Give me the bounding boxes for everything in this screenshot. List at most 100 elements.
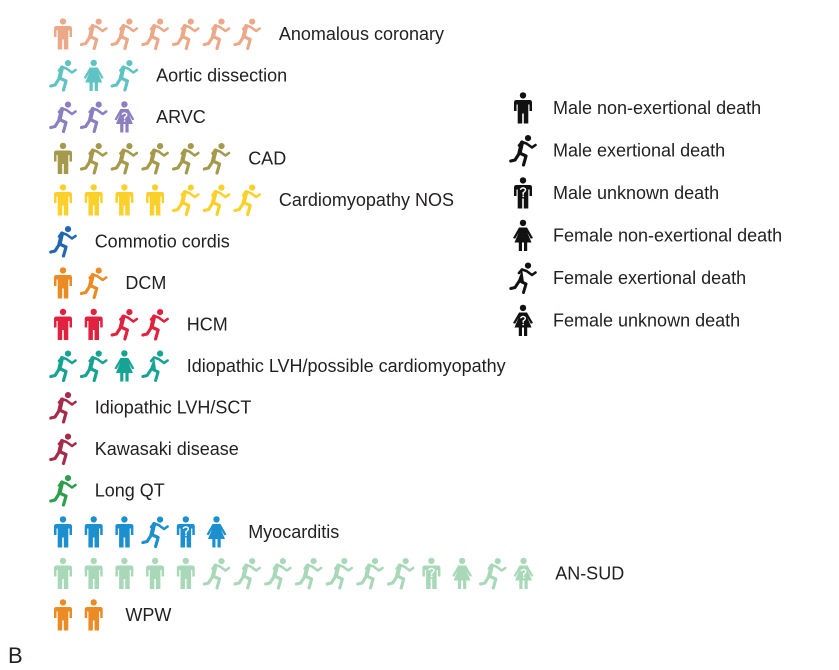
male-exertional-icon [51, 351, 76, 381]
category-row: HCM [54, 309, 228, 340]
category-label: Kawasaki disease [95, 439, 239, 459]
male-exertional-icon [204, 185, 229, 215]
female-non-exertional-icon [114, 350, 135, 382]
male-exertional-icon [266, 558, 291, 588]
category-label: Idiopathic LVH/SCT [95, 398, 252, 418]
male-exertional-icon [51, 392, 76, 422]
male-exertional-icon [51, 102, 76, 132]
male-non-exertional-icon [84, 557, 103, 589]
male-exertional-icon [174, 19, 199, 49]
male-exertional-icon [82, 351, 107, 381]
category-row: AN-SUD [54, 557, 624, 590]
category-label: HCM [187, 315, 228, 335]
category-row: ARVC [51, 101, 206, 133]
male-non-exertional-icon [146, 184, 165, 216]
category-row: Idiopathic LVH/possible cardiomyopathy [51, 350, 506, 382]
male-non-exertional-icon [54, 599, 72, 631]
category-label: Cardiomyopathy NOS [279, 190, 454, 210]
category-label: Anomalous coronary [279, 24, 444, 44]
panel-label: B [8, 643, 23, 668]
male-non-exertional-icon [84, 184, 103, 216]
male-unknown-icon [513, 177, 533, 209]
male-non-exertional-icon [54, 308, 72, 340]
male-exertional-icon [481, 558, 506, 588]
legend-label: Male exertional death [553, 141, 725, 161]
male-unknown-icon [176, 516, 196, 548]
category-row: CAD [54, 143, 286, 174]
legend-item: Female exertional death [509, 262, 746, 294]
category-row: Anomalous coronary [54, 18, 444, 49]
category-row: Myocarditis [54, 516, 339, 548]
male-exertional-icon [235, 558, 260, 588]
male-non-exertional-icon [54, 142, 72, 174]
male-exertional-icon [143, 309, 168, 339]
category-label: Aortic dissection [156, 66, 287, 86]
male-exertional-icon [82, 268, 107, 298]
male-exertional-icon [296, 558, 321, 588]
male-exertional-icon [235, 19, 260, 49]
category-row: Commotio cordis [51, 226, 230, 256]
female-unknown-icon [113, 101, 136, 133]
male-exertional-icon [204, 143, 229, 173]
category-row: Idiopathic LVH/SCT [51, 392, 252, 422]
legend-label: Female unknown death [553, 311, 740, 331]
male-exertional-icon [82, 19, 107, 49]
legend-label: Female exertional death [553, 268, 746, 288]
female-non-exertional-icon [452, 557, 473, 589]
category-row: Kawasaki disease [51, 434, 239, 464]
male-exertional-icon [174, 143, 199, 173]
male-non-exertional-icon [84, 599, 103, 631]
male-non-exertional-icon [54, 18, 72, 50]
female-unknown-icon [512, 557, 535, 590]
female-exertional-icon [141, 350, 170, 382]
legend-item: Male unknown death [513, 177, 719, 209]
category-row: Long QT [51, 475, 165, 505]
male-exertional-icon [511, 135, 536, 165]
male-exertional-icon [143, 19, 168, 49]
female-non-exertional-icon [83, 59, 104, 91]
male-non-exertional-icon [514, 92, 532, 124]
male-exertional-icon [389, 558, 414, 588]
male-non-exertional-icon [115, 516, 134, 548]
legend-item: Male non-exertional death [514, 92, 761, 124]
male-exertional-icon [112, 143, 137, 173]
male-non-exertional-icon [115, 557, 134, 589]
male-non-exertional-icon [176, 557, 195, 589]
male-exertional-icon [82, 143, 107, 173]
male-exertional-icon [327, 558, 352, 588]
legend-item: Male exertional death [511, 135, 725, 165]
male-exertional-icon [358, 558, 383, 588]
male-exertional-icon [51, 226, 76, 256]
male-exertional-icon [51, 434, 76, 464]
male-unknown-icon [421, 557, 442, 590]
category-label: Idiopathic LVH/possible cardiomyopathy [187, 356, 506, 376]
male-exertional-icon [204, 19, 229, 49]
category-label: DCM [125, 273, 166, 293]
category-label: Long QT [95, 481, 165, 501]
category-row: Cardiomyopathy NOS [54, 184, 454, 215]
category-label: WPW [125, 605, 171, 625]
category-label: Myocarditis [248, 522, 339, 542]
legend-label: Female non-exertional death [553, 226, 782, 246]
male-exertional-icon [51, 475, 76, 505]
category-row: Aortic dissection [51, 60, 287, 91]
male-non-exertional-icon [54, 184, 72, 216]
legend: Male non-exertional death Male exertional… [509, 92, 782, 337]
male-non-exertional-icon [84, 308, 103, 340]
male-exertional-icon [204, 558, 229, 588]
male-exertional-icon [235, 185, 260, 215]
legend-item: Female unknown death [512, 304, 740, 337]
male-exertional-icon [143, 517, 168, 547]
category-label: Commotio cordis [95, 232, 230, 252]
male-non-exertional-icon [54, 516, 72, 548]
category-row: DCM [54, 267, 166, 298]
male-exertional-icon [112, 60, 137, 90]
category-label: CAD [248, 149, 286, 169]
legend-label: Male non-exertional death [553, 98, 761, 118]
legend-item: Female non-exertional death [513, 219, 782, 251]
male-exertional-icon [51, 60, 76, 90]
category-row: WPW [54, 599, 171, 631]
male-non-exertional-icon [54, 557, 72, 589]
category-label: AN-SUD [555, 564, 624, 584]
